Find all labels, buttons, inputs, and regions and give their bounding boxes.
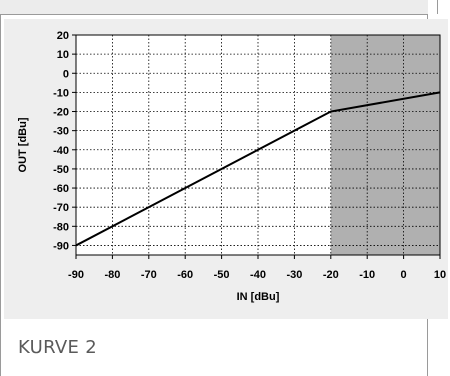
y-tick-label-7: -50: [53, 164, 69, 176]
x-tick-label-6: -30: [286, 269, 302, 281]
x-axis-title: IN [dBu]: [237, 291, 280, 303]
y-tick-label-5: -30: [53, 126, 69, 138]
top-band: [0, 0, 428, 14]
frame-edge: [437, 0, 438, 14]
x-tick-label-1: -80: [104, 269, 120, 281]
transfer-curve-chart: -90 -80 -70 -60 -50 -40 -30 -20 -10 0 10 20 10 0 -10 -2…: [17, 30, 446, 303]
y-tick-label-10: -80: [53, 221, 69, 233]
y-tick-label-0: 20: [57, 30, 69, 42]
y-tick-label-4: -20: [53, 107, 69, 119]
y-tick-label-2: 0: [63, 68, 69, 80]
y-tick-label-11: -90: [53, 240, 69, 252]
y-tick-label-9: -70: [53, 202, 69, 214]
x-tick-label-9: 0: [401, 269, 407, 281]
x-tick-label-4: -50: [214, 269, 230, 281]
chart-panel: -90 -80 -70 -60 -50 -40 -30 -20 -10 0 10 20 10 0 -10 -2…: [4, 19, 448, 319]
x-tick-label-8: -10: [359, 269, 375, 281]
x-tick-label-5: -40: [250, 269, 266, 281]
y-tick-label-8: -60: [53, 183, 69, 195]
shaded-region: [330, 35, 440, 255]
x-tick-label-2: -70: [141, 269, 157, 281]
figure-caption: KURVE 2: [18, 337, 97, 358]
y-tick-label-6: -40: [53, 145, 69, 157]
x-tick-label-0: -90: [68, 269, 84, 281]
x-tick-label-10: 10: [434, 269, 446, 281]
series-line-0: [75, 91, 441, 247]
y-axis-title: OUT [dBu]: [17, 117, 29, 172]
y-tick-label-3: -10: [53, 87, 69, 99]
y-tick-label-1: 10: [57, 49, 69, 61]
x-tick-label-7: -20: [323, 269, 339, 281]
x-tick-label-3: -60: [177, 269, 193, 281]
